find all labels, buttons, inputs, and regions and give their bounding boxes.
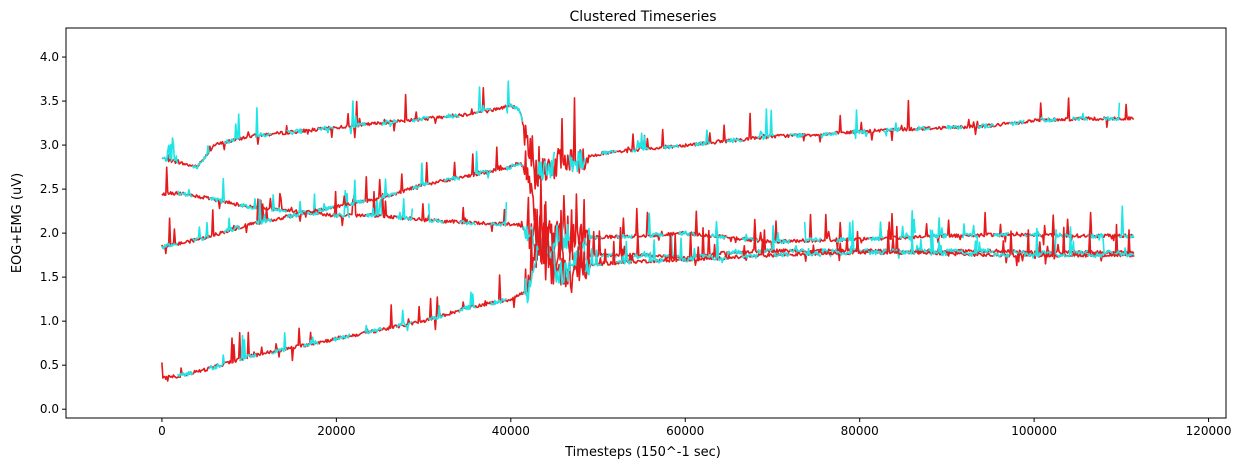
x-tick-label: 80000 xyxy=(841,424,879,438)
x-tick-label: 40000 xyxy=(492,424,530,438)
chart-title: Clustered Timeseries xyxy=(569,9,716,25)
series-line xyxy=(177,177,1135,254)
series-line xyxy=(177,226,1135,377)
y-tick-label: 2.0 xyxy=(40,226,59,240)
y-tick-label: 0.0 xyxy=(40,402,59,416)
y-tick-label: 3.5 xyxy=(40,94,59,108)
x-axis-label: Timesteps (150^-1 sec) xyxy=(564,445,721,460)
y-tick-label: 4.0 xyxy=(40,50,59,64)
y-tick-label: 2.5 xyxy=(40,182,59,196)
plot-frame xyxy=(65,27,1227,419)
x-tick-label: 120000 xyxy=(1186,424,1232,438)
y-tick-label: 1.5 xyxy=(40,270,59,284)
y-tick-label: 0.5 xyxy=(40,358,59,372)
y-axis-label: EOG+EMG (uV) xyxy=(10,173,25,273)
series-layer xyxy=(161,81,1135,382)
series-line xyxy=(161,87,1134,190)
y-tick-label: 3.0 xyxy=(40,138,59,152)
series-line xyxy=(161,146,1135,281)
ticks-layer: 0 20000 40000 60000 80000 100000 120000 0.0 0.5 1… xyxy=(40,50,1232,438)
x-tick-label: 20000 xyxy=(317,424,355,438)
x-tick-label: 60000 xyxy=(666,424,704,438)
series-line xyxy=(162,152,1134,268)
x-tick-label: 100000 xyxy=(1011,424,1057,438)
y-tick-label: 1.0 xyxy=(40,314,59,328)
x-tick-label: 0 xyxy=(158,424,166,438)
